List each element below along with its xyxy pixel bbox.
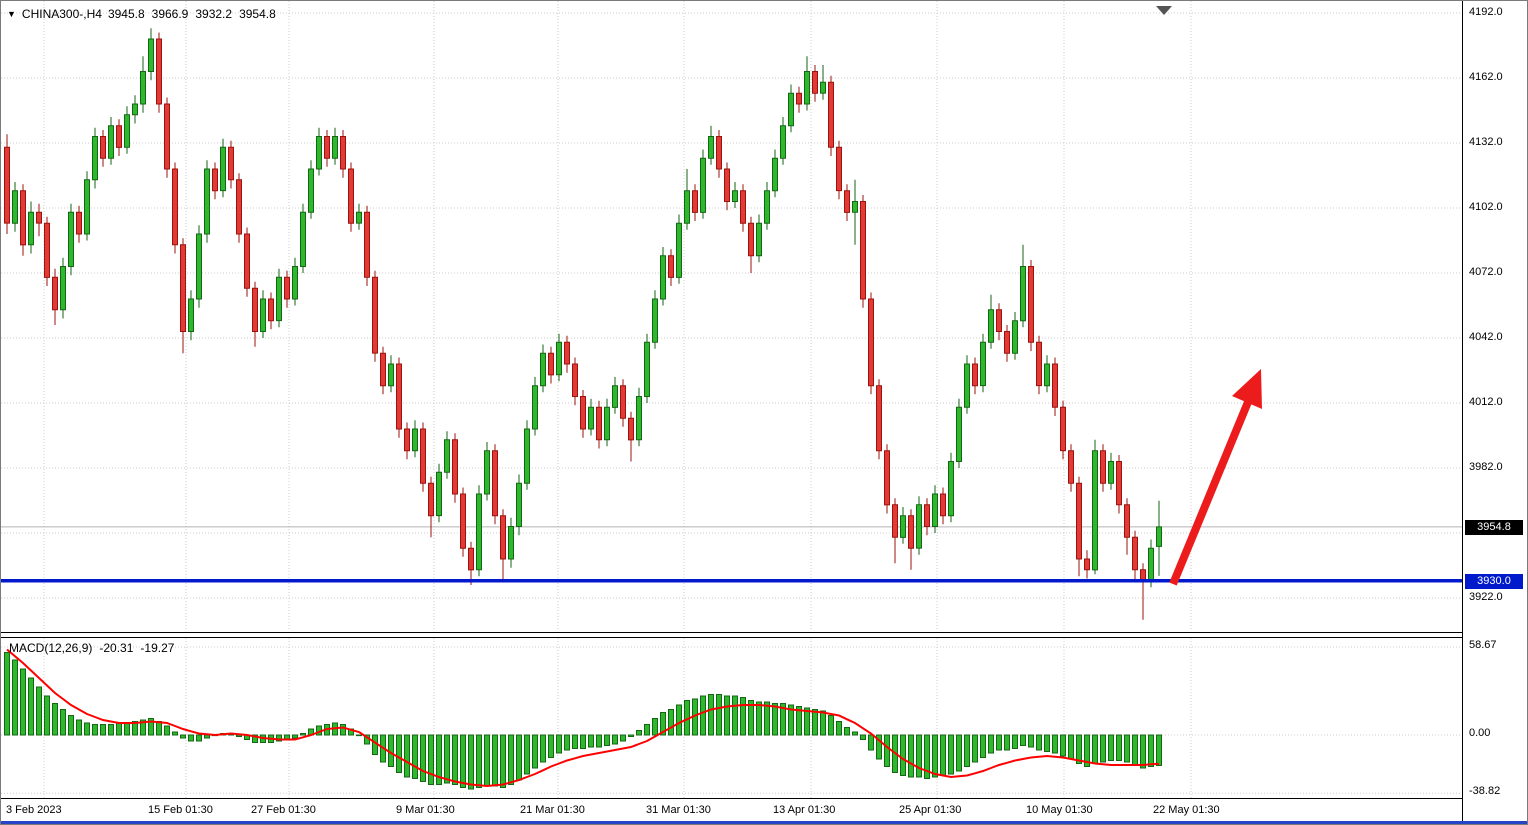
macd-panel[interactable] xyxy=(1,637,1462,799)
time-axis-label: 9 Mar 01:30 xyxy=(396,804,455,816)
macd-signal-line xyxy=(6,648,1160,788)
price-axis-label: 4132.0 xyxy=(1469,136,1503,148)
chart-shift-marker[interactable] xyxy=(1156,6,1172,15)
candles-series xyxy=(4,28,1162,620)
bear-wicks xyxy=(6,32,1144,620)
candlestick-chart[interactable] xyxy=(1,1,1462,632)
price-axis-label: 3922.0 xyxy=(1469,591,1503,603)
support-price-tag: 3930.0 xyxy=(1465,573,1523,589)
macd-axis-label: -38.82 xyxy=(1469,785,1501,798)
time-axis-label: 13 Apr 01:30 xyxy=(773,804,836,816)
time-axis-label: 10 May 01:30 xyxy=(1026,804,1093,816)
quote-bar: ▼ CHINA300-,H4 3945.8 3966.9 3932.2 3954… xyxy=(7,7,276,21)
price-axis[interactable]: 3954.8 3930.0 4192.0 4162.0 4132.0 4102.0 40… xyxy=(1462,1,1527,824)
macd-value-1: -20.31 xyxy=(99,641,134,655)
macd-axis-label: 58.67 xyxy=(1469,638,1497,651)
bottom-edge-strip xyxy=(1,821,1527,824)
time-axis-label: 15 Feb 01:30 xyxy=(148,804,213,816)
trend-arrow-annotation[interactable] xyxy=(1169,369,1262,586)
time-axis[interactable]: 3 Feb 2023 15 Feb 01:30 27 Feb 01:30 9 Mar … xyxy=(1,800,1462,821)
macd-value-2: -19.27 xyxy=(140,641,175,655)
price-axis-label: 4102.0 xyxy=(1469,201,1503,213)
quote-high: 3966.9 xyxy=(151,7,189,21)
macd-axis-label: 0.00 xyxy=(1469,727,1491,739)
grid-lines xyxy=(1,1,1462,631)
time-axis-label: 31 Mar 01:30 xyxy=(646,804,711,816)
price-axis-label: 4162.0 xyxy=(1469,71,1503,83)
quote-open: 3945.8 xyxy=(107,7,145,21)
price-axis-label: 4012.0 xyxy=(1469,396,1503,408)
time-axis-label: 22 May 01:30 xyxy=(1153,804,1220,816)
macd-title: MACD(12,26,9) xyxy=(9,641,93,655)
price-axis-label: 4042.0 xyxy=(1469,331,1503,343)
price-axis-label: 4192.0 xyxy=(1469,6,1503,18)
bull-wicks xyxy=(14,28,1160,588)
macd-header: MACD(12,26,9) -20.31 -19.27 xyxy=(9,641,174,655)
macd-chart[interactable] xyxy=(1,638,1462,798)
ohlc-values: 3945.8 3966.9 3932.2 3954.8 xyxy=(108,7,276,21)
time-axis-label: 3 Feb 2023 xyxy=(6,804,62,816)
bull-bodies xyxy=(12,38,1162,582)
symbol-period: CHINA300-,H4 xyxy=(21,7,102,21)
macd-grid-lines xyxy=(1,638,1462,798)
quote-close: 3954.8 xyxy=(239,7,276,21)
bear-bodies xyxy=(4,38,1146,582)
price-axis-label: 4072.0 xyxy=(1469,266,1503,278)
time-axis-label: 27 Feb 01:30 xyxy=(251,804,316,816)
quote-low: 3932.2 xyxy=(195,7,233,21)
candlestick-panel[interactable] xyxy=(1,1,1462,633)
price-axis-label: 3982.0 xyxy=(1469,461,1503,473)
symbol-dropdown-icon[interactable]: ▼ xyxy=(7,9,16,19)
time-axis-label: 21 Mar 01:30 xyxy=(520,804,585,816)
last-price-tag: 3954.8 xyxy=(1465,519,1523,535)
time-axis-label: 25 Apr 01:30 xyxy=(899,804,962,816)
